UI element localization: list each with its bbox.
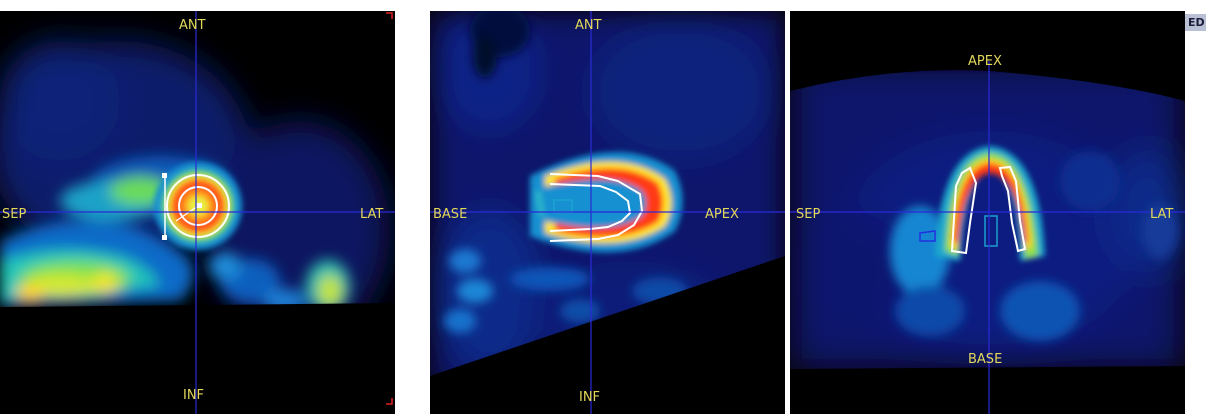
orientation-label-inf: INF: [183, 388, 205, 403]
orientation-label-base: BASE: [433, 207, 468, 222]
orientation-label-ant: ANT: [575, 18, 602, 33]
orientation-label-base: BASE: [968, 352, 1003, 367]
orientation-label-apex: APEX: [968, 54, 1002, 69]
horizontal-long-axis-image[interactable]: [430, 11, 785, 414]
short-axis-view[interactable]: ANT INF SEP LAT: [0, 11, 395, 414]
horizontal-long-axis-view[interactable]: ANT INF BASE APEX: [430, 11, 785, 414]
vertical-long-axis-view[interactable]: APEX BASE SEP LAT: [790, 11, 1185, 414]
orientation-label-inf: INF: [579, 390, 601, 405]
orientation-label-lat: LAT: [360, 207, 384, 222]
orientation-label-apex: APEX: [705, 207, 739, 222]
top-strip: [0, 0, 1206, 11]
vertical-long-axis-image[interactable]: [790, 11, 1185, 414]
orientation-label-ant: ANT: [179, 18, 206, 33]
orientation-label-sep: SEP: [2, 207, 27, 222]
orientation-label-lat: LAT: [1150, 207, 1174, 222]
orientation-label-sep: SEP: [796, 207, 821, 222]
frame-badge[interactable]: ED: [1185, 14, 1206, 31]
short-axis-image[interactable]: [0, 11, 395, 414]
